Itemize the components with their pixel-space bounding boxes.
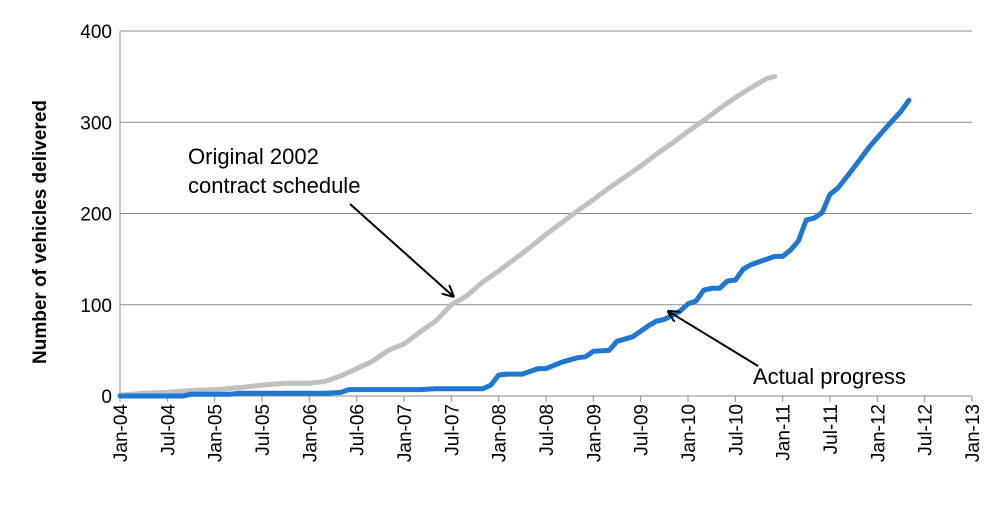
x-tick-label: Jul-05 bbox=[253, 404, 274, 456]
x-tick-label: Jan-09 bbox=[584, 404, 605, 462]
y-tick-label: 300 bbox=[80, 113, 112, 134]
actual-progress-line bbox=[117, 97, 912, 399]
x-tick-label: Jul-04 bbox=[158, 404, 179, 456]
y-tick-label: 100 bbox=[80, 296, 112, 317]
annotations: Original 2002 contract schedule Actual pro… bbox=[188, 144, 906, 389]
x-tick-label: Jul-11 bbox=[821, 404, 842, 454]
x-tick-labels: Jan-04 Jul-04 Jan-05 Jul-05 Jan-06 Jul-06 Jan-… bbox=[111, 404, 984, 463]
annotation-actual-progress: Actual progress bbox=[753, 364, 906, 389]
annotation-arrow-original bbox=[349, 203, 453, 296]
x-tick-label: Jan-05 bbox=[206, 404, 227, 462]
x-tick-label: Jan-06 bbox=[300, 404, 321, 462]
x-tick-label: Jul-07 bbox=[442, 404, 463, 456]
annotation-original-schedule: Original 2002 contract schedule bbox=[188, 144, 360, 198]
annotation-arrow-actual bbox=[668, 311, 759, 367]
x-tick-label: Jan-10 bbox=[679, 404, 700, 462]
x-tick-label: Jul-06 bbox=[348, 404, 369, 456]
series-lines bbox=[117, 74, 912, 399]
x-tick-label: Jul-08 bbox=[537, 404, 558, 456]
x-tick-label: Jan-07 bbox=[395, 404, 416, 462]
gridlines bbox=[120, 30, 972, 306]
x-tick-label: Jul-10 bbox=[726, 404, 747, 456]
y-tick-label: 400 bbox=[80, 22, 112, 43]
x-tick-label: Jan-08 bbox=[490, 404, 511, 462]
y-tick-label: 0 bbox=[101, 387, 112, 408]
x-tick-label: Jan-11 bbox=[774, 404, 795, 461]
x-tick-label: Jul-09 bbox=[632, 404, 653, 456]
x-tick-label: Jan-04 bbox=[111, 404, 132, 463]
y-tick-labels: 0 100 200 300 400 bbox=[80, 22, 112, 408]
x-tick-label: Jan-13 bbox=[963, 404, 984, 462]
axes bbox=[119, 31, 973, 402]
y-tick-label: 200 bbox=[80, 205, 112, 226]
x-tick-label: Jul-12 bbox=[916, 404, 937, 456]
y-axis-label: Number of vehicles delivered bbox=[30, 100, 51, 364]
x-tick-label: Jan-12 bbox=[868, 404, 889, 462]
original-schedule-line bbox=[117, 74, 778, 398]
